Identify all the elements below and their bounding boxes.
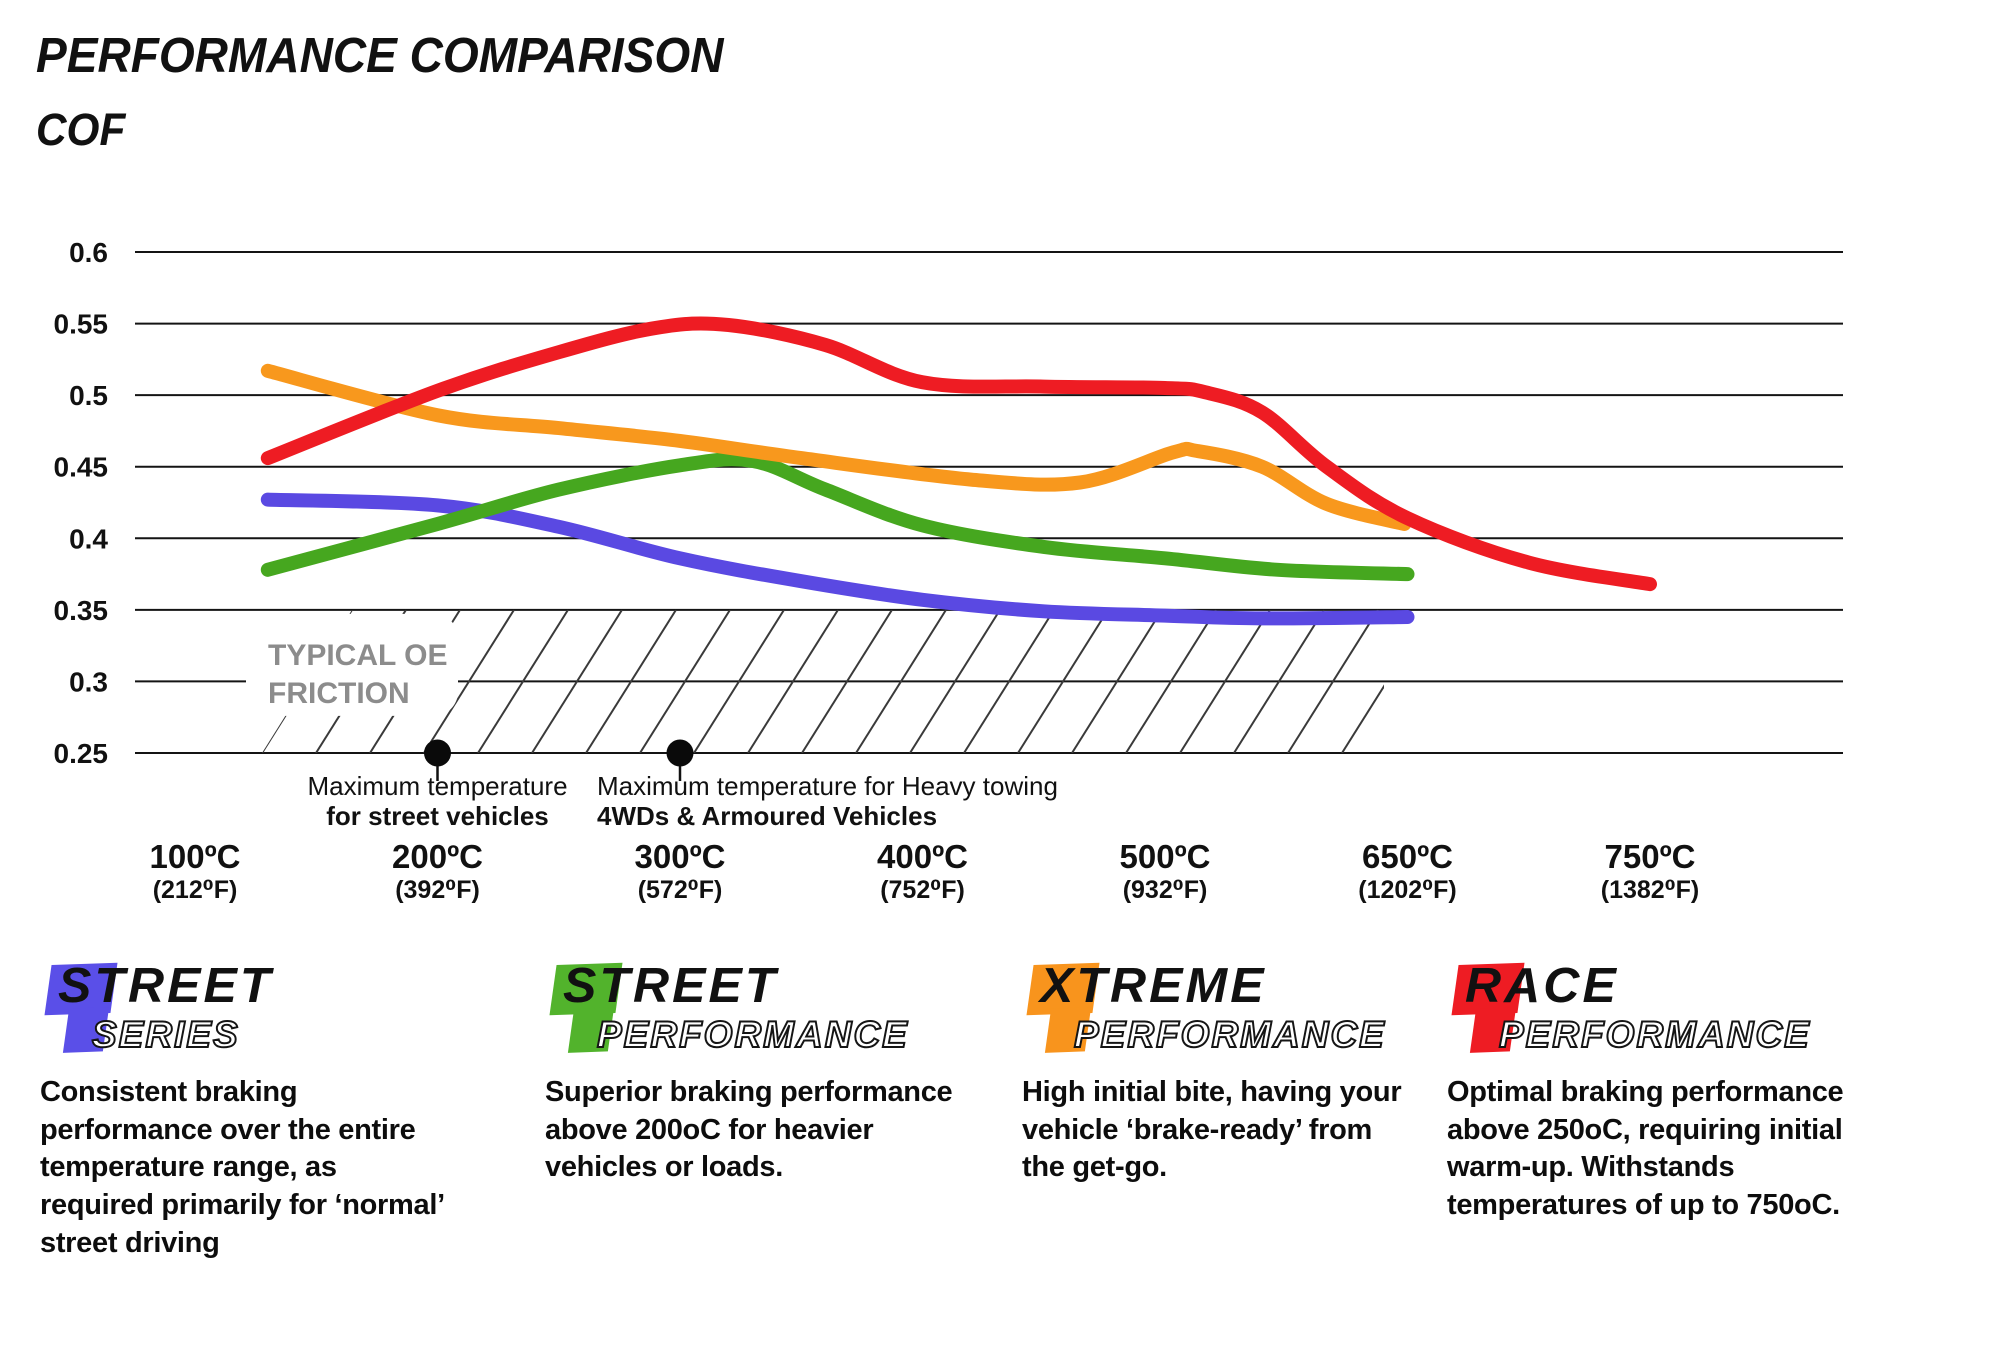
- marker-label-line1: Maximum temperature for Heavy towing: [597, 771, 1058, 801]
- x-tick-label-fahrenheit: (392⁰F): [395, 876, 480, 904]
- x-tick-label-celsius: 650ºC: [1362, 838, 1453, 875]
- race-performance-logo: RACE PERFORMANCE: [1447, 958, 1917, 1070]
- page-title: PERFORMANCE COMPARISON: [36, 29, 724, 83]
- marker-label-line2: for street vehicles: [326, 801, 549, 831]
- product-legend: STREET SERIES Consistent braking perform…: [0, 958, 2000, 1338]
- logo-word-secondary: SERIES: [91, 1013, 240, 1056]
- hatch-line: [963, 609, 1055, 753]
- marker-label-line2: 4WDs & Armoured Vehicles: [597, 801, 937, 831]
- x-tick-label-celsius: 750ºC: [1605, 838, 1696, 875]
- y-tick-labels: 0.25 0.3 0.35 0.4 0.45 0.5 0.55 0.6: [54, 237, 109, 769]
- xtreme-performance-logo: XTREME PERFORMANCE: [1022, 958, 1402, 1070]
- hatch-line: [1125, 609, 1217, 753]
- y-tick-label: 0.6: [69, 237, 108, 268]
- product-description: High initial bite, having your vehicle ‘…: [1022, 1076, 1402, 1184]
- hatch-line: [1233, 609, 1325, 753]
- y-tick-label: 0.3: [69, 666, 108, 697]
- series-race-performance: [260, 316, 1657, 592]
- series-street-performance: [260, 452, 1415, 582]
- oe-label-halo: [246, 613, 458, 716]
- product-description: Superior braking performance above 200oC…: [545, 1076, 953, 1184]
- x-tick-label-fahrenheit: (932⁰F): [1123, 876, 1208, 904]
- hatch-line: [1287, 609, 1379, 753]
- hatch-line: [1071, 609, 1163, 753]
- hatch-line: [747, 609, 839, 753]
- product-race-performance: RACE PERFORMANCE Optimal braking perform…: [1447, 958, 1917, 1221]
- x-tick-label-celsius: 400ºC: [877, 838, 968, 875]
- x-tick-label-celsius: 200ºC: [392, 838, 483, 875]
- oe-band-label-line1: TYPICAL OE: [268, 639, 447, 672]
- product-description: Consistent braking performance over the …: [40, 1076, 444, 1259]
- x-tick-label-celsius: 100ºC: [150, 838, 241, 875]
- y-tick-label: 0.35: [54, 595, 109, 626]
- street-series-logo: STREET SERIES: [40, 958, 450, 1070]
- x-tick-label-celsius: 500ºC: [1120, 838, 1211, 875]
- y-tick-label: 0.45: [54, 452, 109, 483]
- y-tick-label: 0.55: [54, 309, 109, 340]
- x-tick-label-celsius: 300ºC: [635, 838, 726, 875]
- hatch-line: [1341, 609, 1384, 753]
- hatch-line: [423, 609, 515, 753]
- x-tick-label-fahrenheit: (1382⁰F): [1601, 876, 1700, 904]
- hatch-line: [1017, 609, 1109, 753]
- oe-band-label: TYPICAL OE FRICTION: [268, 639, 447, 710]
- x-tick-labels: 100ºC(212⁰F) 200ºC(392⁰F) 300ºC(572⁰F) 400º…: [150, 838, 1700, 904]
- logo-word-primary: STREET: [58, 959, 274, 1013]
- hatch-line: [693, 609, 785, 753]
- x-tick-label-fahrenheit: (572⁰F): [638, 876, 723, 904]
- series-xtreme-performance: [260, 363, 1412, 531]
- marker-label-line1: Maximum temperature: [307, 771, 567, 801]
- logo-word-primary: XTREME: [1040, 959, 1267, 1013]
- y-tick-label: 0.25: [54, 738, 109, 769]
- y-tick-label: 0.5: [69, 380, 108, 411]
- logo-word-secondary: PERFORMANCE: [1073, 1013, 1386, 1056]
- performance-chart: 0.25 0.3 0.35 0.4 0.45 0.5 0.55 0.6 TYPICAL OE FR…: [54, 237, 1843, 904]
- hatch-line: [801, 609, 893, 753]
- product-street-performance: STREET PERFORMANCE Superior braking perf…: [545, 958, 985, 1183]
- product-description: Optimal braking performance above 250oC,…: [1447, 1076, 1844, 1222]
- logo-word-secondary: PERFORMANCE: [1498, 1013, 1811, 1056]
- hatch-line: [1179, 609, 1271, 753]
- logo-word-secondary: PERFORMANCE: [596, 1013, 909, 1056]
- product-street-series: STREET SERIES Consistent braking perform…: [40, 958, 450, 1259]
- oe-hatch-band: [262, 609, 1384, 753]
- marker-dot: [666, 739, 694, 767]
- hatch-line: [909, 609, 1001, 753]
- street-performance-logo: STREET PERFORMANCE: [545, 958, 985, 1070]
- marker-dot: [424, 739, 451, 767]
- y-axis-title: COF: [36, 104, 126, 155]
- logo-word-primary: STREET: [563, 959, 779, 1013]
- performance-chart-svg: 0.25 0.3 0.35 0.4 0.45 0.5 0.55 0.6 TYPICAL OE FR…: [54, 237, 1843, 904]
- hatch-line: [477, 609, 569, 753]
- logo-word-primary: RACE: [1465, 959, 1619, 1013]
- max-temp-marker: Maximum temperature for Heavy towing4WDs…: [597, 739, 1058, 831]
- y-tick-label: 0.4: [69, 523, 108, 554]
- x-tick-label-fahrenheit: (212⁰F): [153, 876, 238, 904]
- hatch-line: [531, 609, 623, 753]
- hatch-line: [855, 609, 947, 753]
- product-xtreme-performance: XTREME PERFORMANCE High initial bite, ha…: [1022, 958, 1402, 1183]
- hatch-line: [585, 609, 677, 753]
- hatch-line: [639, 609, 731, 753]
- x-tick-label-fahrenheit: (1202⁰F): [1358, 876, 1457, 904]
- oe-band-label-line2: FRICTION: [268, 677, 410, 710]
- x-tick-label-fahrenheit: (752⁰F): [880, 876, 965, 904]
